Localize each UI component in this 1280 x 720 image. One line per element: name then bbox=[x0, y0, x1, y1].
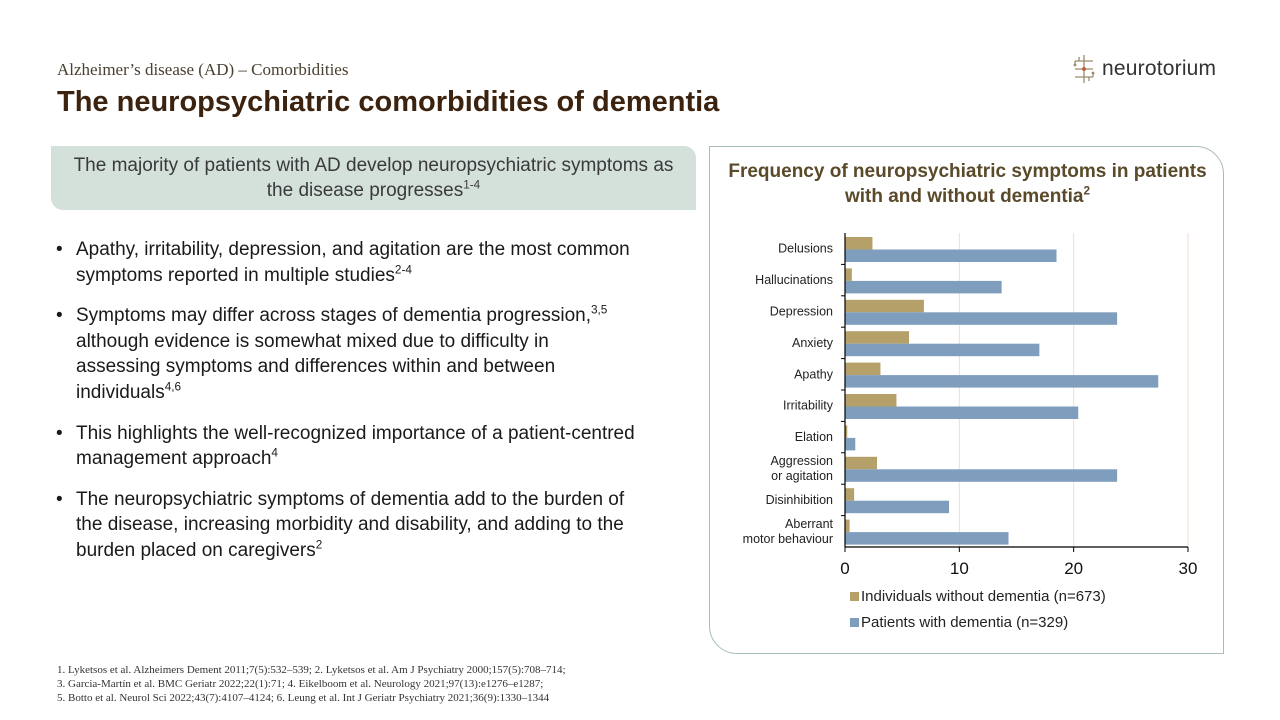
bullet-text: The neuropsychiatric symptoms of dementi… bbox=[76, 488, 625, 561]
legend-label: Patients with dementia (n=329) bbox=[861, 614, 1068, 631]
bar bbox=[845, 406, 1079, 419]
key-message-citation: 1-4 bbox=[463, 178, 481, 192]
category-label-line: Elation bbox=[795, 430, 833, 444]
bullet-citation: 4 bbox=[271, 446, 278, 460]
bar bbox=[845, 331, 910, 344]
x-tick-label: 30 bbox=[1179, 559, 1198, 578]
category-label-line: Disinhibition bbox=[766, 493, 833, 507]
bullet-text: This highlights the well-recognized impo… bbox=[76, 422, 635, 470]
chart-title-text: Frequency of neuropsychiatric symptoms i… bbox=[728, 161, 1207, 207]
chart-panel: Frequency of neuropsychiatric symptoms i… bbox=[709, 146, 1224, 654]
reference-line: 1. Lyketsos et al. Alzheimers Dement 201… bbox=[57, 664, 566, 676]
bullet-text: Apathy, irritability, depression, and ag… bbox=[76, 239, 630, 286]
category-label: Anxiety bbox=[792, 336, 834, 350]
reference-line: 3. Garcia-Martín et al. BMC Geriatr 2022… bbox=[57, 678, 544, 690]
x-tick-label: 20 bbox=[1064, 559, 1083, 578]
category-label: Depression bbox=[770, 305, 833, 319]
category-label: Elation bbox=[795, 430, 833, 444]
bar bbox=[845, 500, 950, 514]
category-label-line: Hallucinations bbox=[755, 273, 833, 287]
bullet-item: The neuropsychiatric symptoms of dementi… bbox=[56, 487, 636, 564]
category-label: Irritability bbox=[783, 399, 834, 413]
bar bbox=[845, 249, 1057, 262]
category-label: Hallucinations bbox=[755, 273, 833, 287]
legend-swatch bbox=[850, 592, 859, 601]
bullet-citation: 2 bbox=[315, 538, 323, 552]
legend-swatch bbox=[850, 618, 859, 627]
bar bbox=[845, 299, 924, 313]
category-label-line: or agitation bbox=[771, 469, 833, 483]
key-message: The majority of patients with AD develop… bbox=[74, 153, 674, 203]
bullet-item: Apathy, irritability, depression, and ag… bbox=[56, 237, 636, 288]
legend-label: Individuals without dementia (n=673) bbox=[861, 588, 1106, 605]
category-label-line: Irritability bbox=[783, 399, 834, 413]
bullet-text: although evidence is somewhat mixed due … bbox=[76, 330, 556, 403]
key-message-text: The majority of patients with AD develop… bbox=[73, 155, 674, 201]
references: 1. Lyketsos et al. Alzheimers Dement 201… bbox=[57, 663, 566, 705]
bar bbox=[845, 532, 1009, 545]
category-label-line: Depression bbox=[770, 305, 833, 319]
category-label: Apathy bbox=[794, 367, 834, 381]
bar bbox=[845, 469, 1118, 482]
category-label: Disinhibition bbox=[766, 493, 833, 507]
bullet-citation: 2-4 bbox=[394, 263, 412, 277]
bar bbox=[845, 425, 848, 438]
bar bbox=[845, 362, 881, 376]
category-label-line: Delusions bbox=[778, 242, 833, 256]
bullet-citation: 3,5 bbox=[591, 303, 608, 317]
neurotorium-logo-icon bbox=[1073, 55, 1095, 83]
bullet-item: This highlights the well-recognized impo… bbox=[56, 421, 636, 472]
reference-line: 5. Botto et al. Neurol Sci 2022;43(7):41… bbox=[57, 692, 550, 704]
category-label-line: Apathy bbox=[794, 367, 834, 381]
category-label: Delusions bbox=[778, 242, 833, 256]
logo: neurotorium bbox=[1072, 54, 1216, 84]
bar bbox=[845, 437, 856, 451]
section-subtitle: Alzheimer’s disease (AD) – Comorbidities bbox=[57, 60, 349, 79]
bar bbox=[845, 375, 1159, 388]
logo-text: neurotorium bbox=[1102, 57, 1217, 80]
bullet-citation: 4,6 bbox=[164, 380, 182, 394]
x-tick-label: 0 bbox=[840, 559, 849, 578]
chart-title: Frequency of neuropsychiatric symptoms i… bbox=[710, 159, 1225, 209]
bar bbox=[845, 268, 852, 281]
category-label-line: motor behaviour bbox=[743, 532, 833, 546]
bar bbox=[845, 237, 873, 250]
bar bbox=[845, 343, 1040, 357]
key-message-box: The majority of patients with AD develop… bbox=[51, 146, 696, 210]
bar bbox=[845, 488, 855, 501]
category-label: Aggression or agitation bbox=[770, 454, 833, 483]
bar bbox=[845, 394, 897, 407]
bar bbox=[845, 519, 850, 533]
category-label-line: Anxiety bbox=[792, 336, 834, 350]
category-label-line: Aberrant bbox=[785, 517, 833, 531]
bar bbox=[845, 312, 1118, 325]
page-title: The neuropsychiatric comorbidities of de… bbox=[57, 86, 720, 118]
x-tick-label: 10 bbox=[950, 559, 969, 578]
category-label-line: Aggression bbox=[770, 454, 833, 468]
bar-chart: Delusions Hallucinations Depression Anxiety… bbox=[743, 233, 1198, 631]
bar bbox=[845, 280, 1002, 294]
bullet-list: Apathy, irritability, depression, and ag… bbox=[56, 237, 636, 579]
bullet-text: Symptoms may differ across stages of dem… bbox=[76, 305, 591, 327]
bullet-item: Symptoms may differ across stages of dem… bbox=[56, 303, 636, 405]
category-label: Aberrant motor behaviour bbox=[743, 517, 834, 546]
chart-title-citation: 2 bbox=[1083, 184, 1091, 198]
bar bbox=[845, 456, 878, 470]
